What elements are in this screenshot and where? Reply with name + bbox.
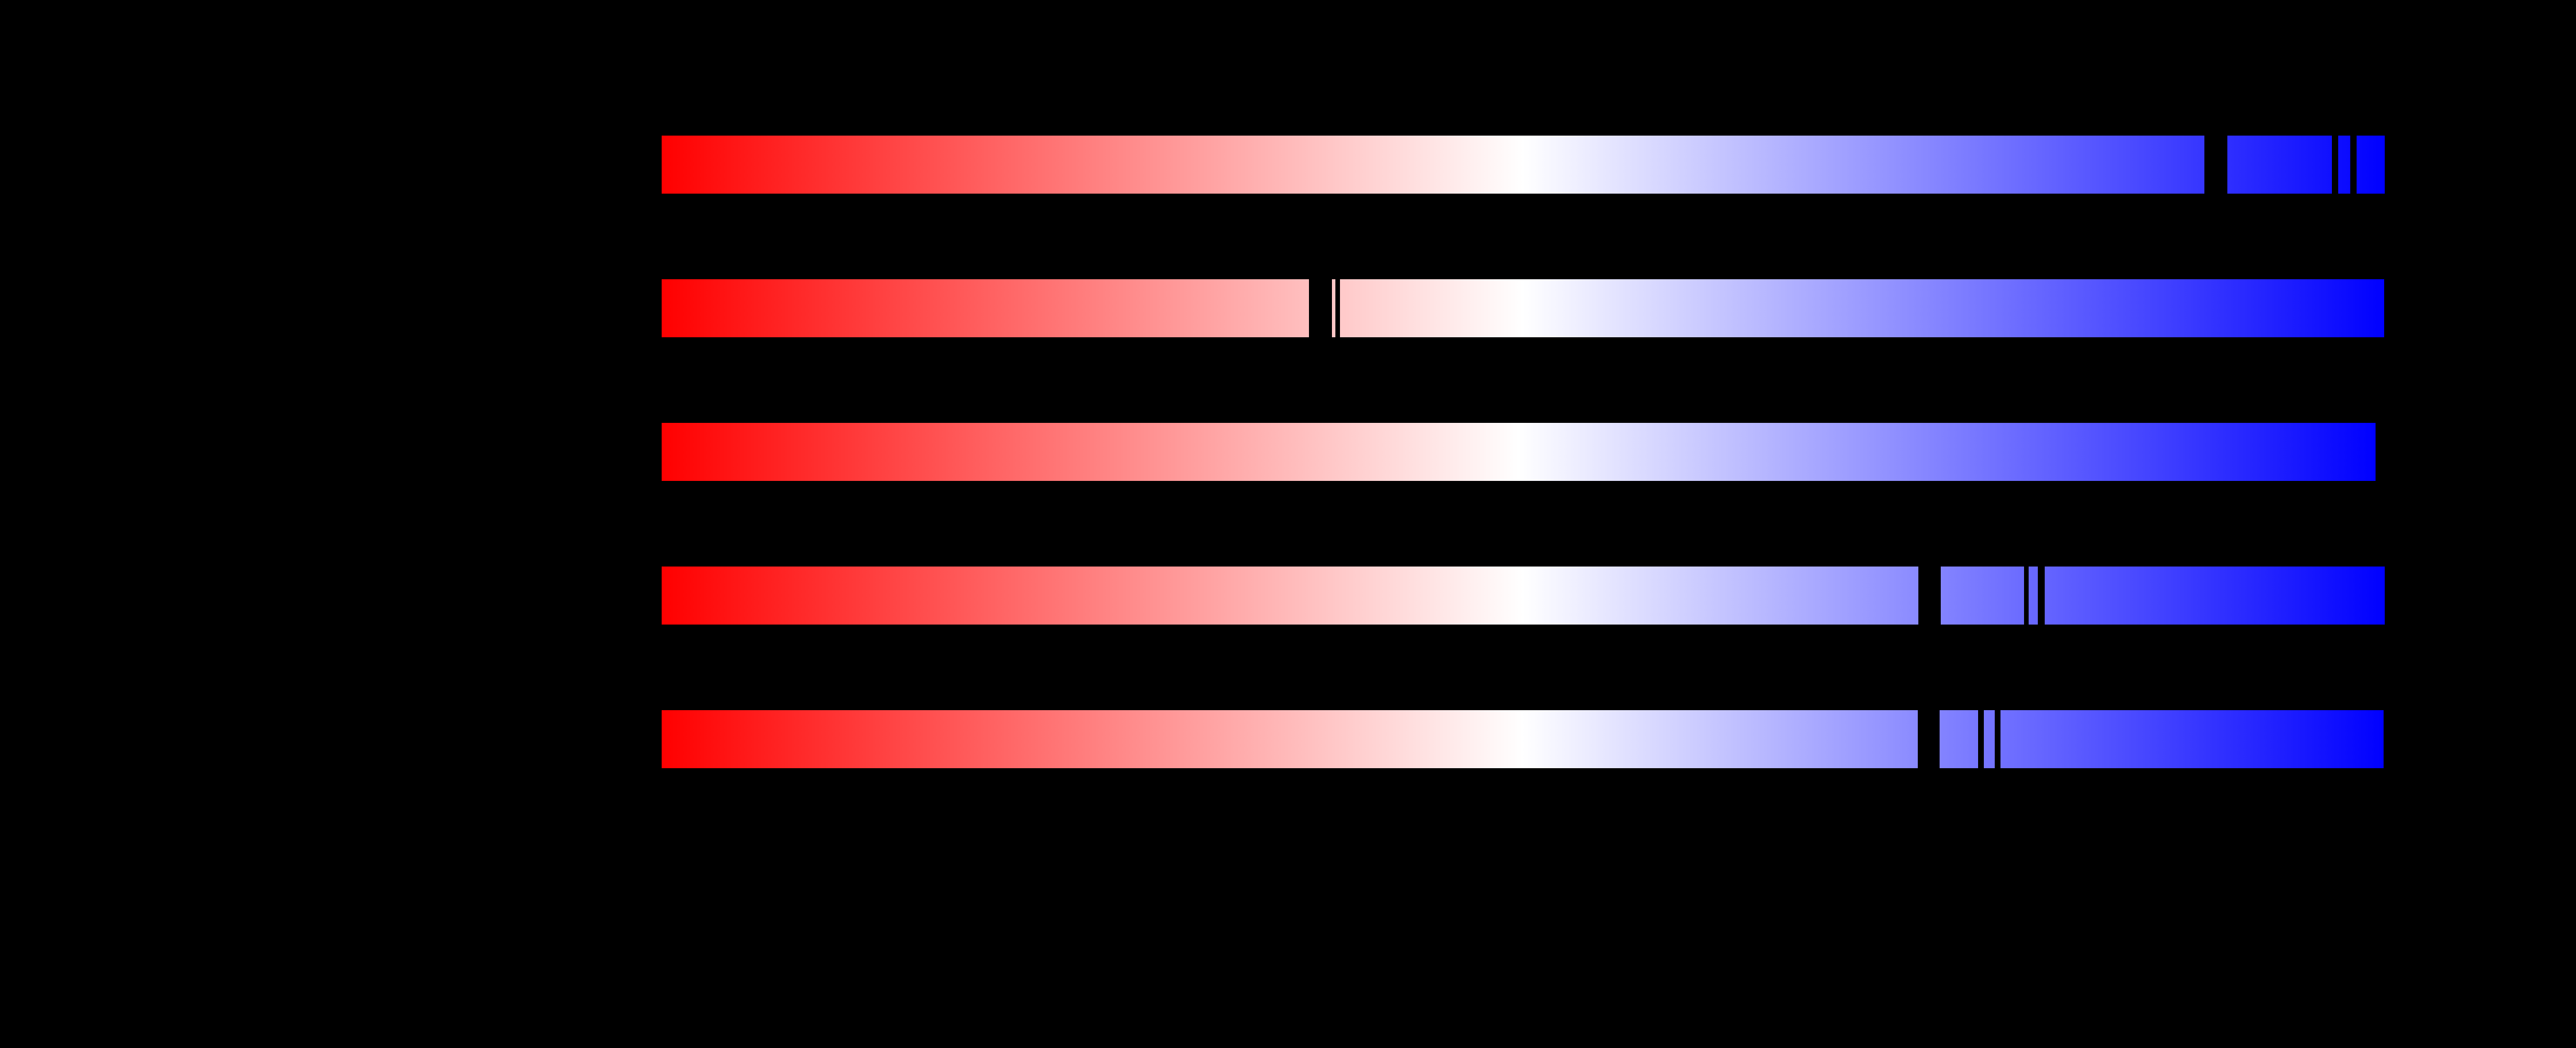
marker-tick-track-5-1 — [1918, 710, 1940, 768]
gradient-track-track-3 — [662, 423, 2376, 481]
gradient-track-track-1 — [662, 136, 2385, 194]
gradient-track-track-5 — [662, 710, 2384, 768]
marker-tick-track-1-3 — [2350, 136, 2357, 194]
marker-tick-track-4-2 — [2024, 567, 2029, 625]
marker-tick-track-5-2 — [1978, 710, 1984, 768]
gradient-track-track-2 — [662, 279, 2384, 337]
marker-tick-track-2-2 — [1335, 279, 1340, 337]
marker-tick-track-2-1 — [1309, 279, 1332, 337]
marker-tick-track-5-3 — [1995, 710, 2000, 768]
marker-tick-track-4-3 — [2038, 567, 2045, 625]
gradient-track-track-4 — [662, 567, 2385, 625]
marker-tick-track-1-2 — [2332, 136, 2338, 194]
marker-tick-track-4-1 — [1918, 567, 1941, 625]
marker-tick-track-1-1 — [2204, 136, 2227, 194]
